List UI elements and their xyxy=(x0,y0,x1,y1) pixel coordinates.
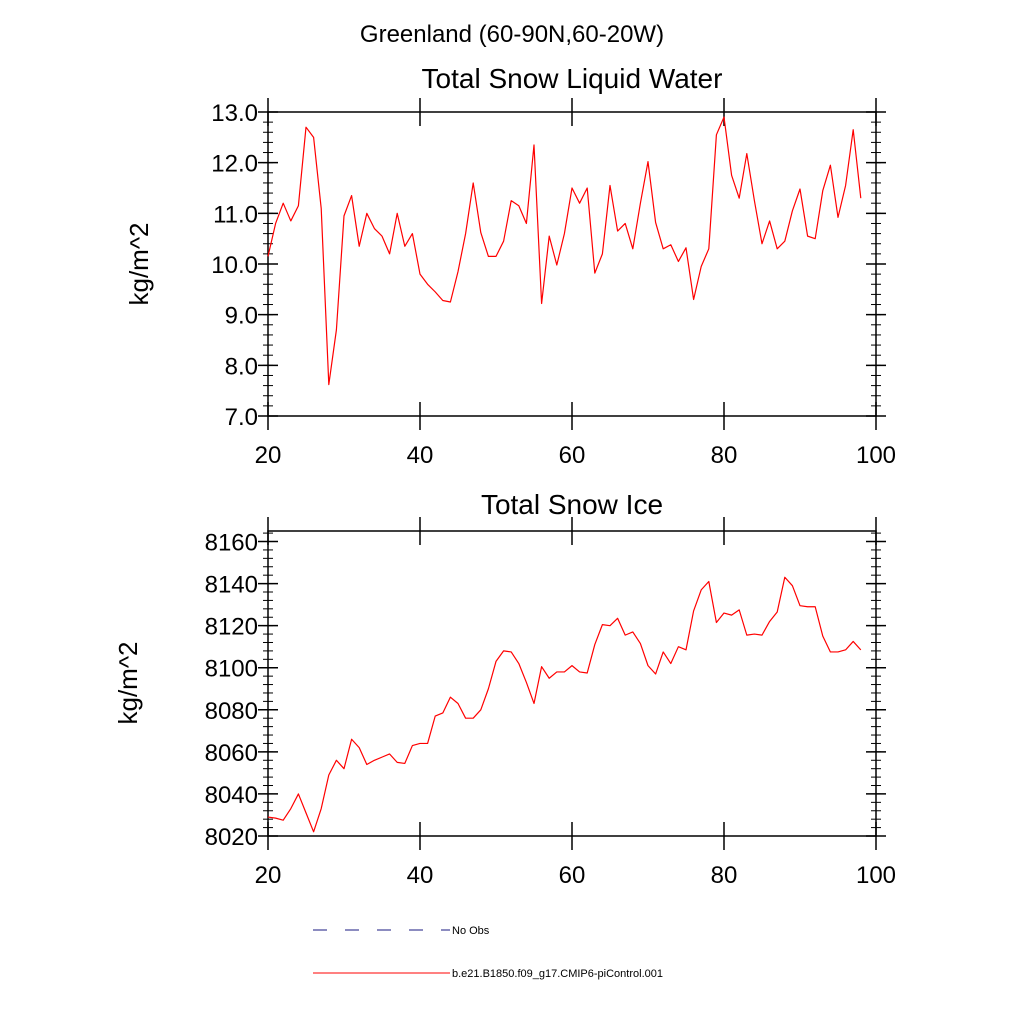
panel2-ytick-label: 8120 xyxy=(205,614,258,641)
panel1-ytick-label: 8.0 xyxy=(225,353,258,380)
panel2-ytick-label: 8160 xyxy=(205,530,258,557)
legend: No Obs b.e21.B1850.f09_g17.CMIP6-piContr… xyxy=(313,925,663,980)
panel2-plot: 20 40 60 80 100 8020 8040 8060 8080 8100 8120 8140 8… xyxy=(113,517,896,889)
panel1-title: Total Snow Liquid Water xyxy=(422,63,723,94)
panel2-ylabel: kg/m^2 xyxy=(113,641,143,724)
panel2-title: Total Snow Ice xyxy=(481,489,663,520)
panel2-ytick-label: 8020 xyxy=(205,824,258,851)
panel1-xtick-label: 60 xyxy=(559,442,586,469)
panel2-xtick-label: 100 xyxy=(856,862,896,889)
panel1-series-line-0 xyxy=(267,116,862,386)
panel1-xtick-label: 80 xyxy=(711,442,738,469)
panel2-series-line-0 xyxy=(267,576,862,833)
panel1-ytick-label: 11.0 xyxy=(213,201,258,228)
panel1-xtick-label: 40 xyxy=(407,442,434,469)
panel2-xtick-label: 80 xyxy=(711,862,738,889)
panel2-ytick-label: 8100 xyxy=(205,656,258,683)
panel2-xtick-label: 20 xyxy=(255,862,282,889)
panel1-plot: 20 40 60 80 100 7.0 8.0 9.0 10.0 11.0 12.0 13.0 kg/m… xyxy=(124,98,896,469)
panel2-ytick-label: 8040 xyxy=(205,782,258,809)
panel1-xtick-label: 20 xyxy=(255,442,282,469)
panel2-xtick-label: 60 xyxy=(559,862,586,889)
figure-suptitle: Greenland (60-90N,60-20W) xyxy=(360,21,664,48)
legend-label-model: b.e21.B1850.f09_g17.CMIP6-piControl.001 xyxy=(452,968,663,980)
panel1-xtick-label: 100 xyxy=(856,442,896,469)
panel1-ytick-label: 12.0 xyxy=(211,151,258,178)
panel2-xtick-label: 40 xyxy=(407,862,434,889)
panel2-ytick-label: 8060 xyxy=(205,740,258,767)
panel1-ytick-label: 7.0 xyxy=(225,404,258,431)
panel1-ytick-label: 9.0 xyxy=(225,303,258,330)
panel2-ytick-label: 8080 xyxy=(205,698,258,725)
panel1-ytick-label: 13.0 xyxy=(211,100,258,127)
panel1-ytick-label: 10.0 xyxy=(211,252,258,279)
legend-label-no-obs: No Obs xyxy=(452,925,490,937)
panel2-ytick-label: 8140 xyxy=(205,572,258,599)
panel1-ylabel: kg/m^2 xyxy=(124,222,154,305)
